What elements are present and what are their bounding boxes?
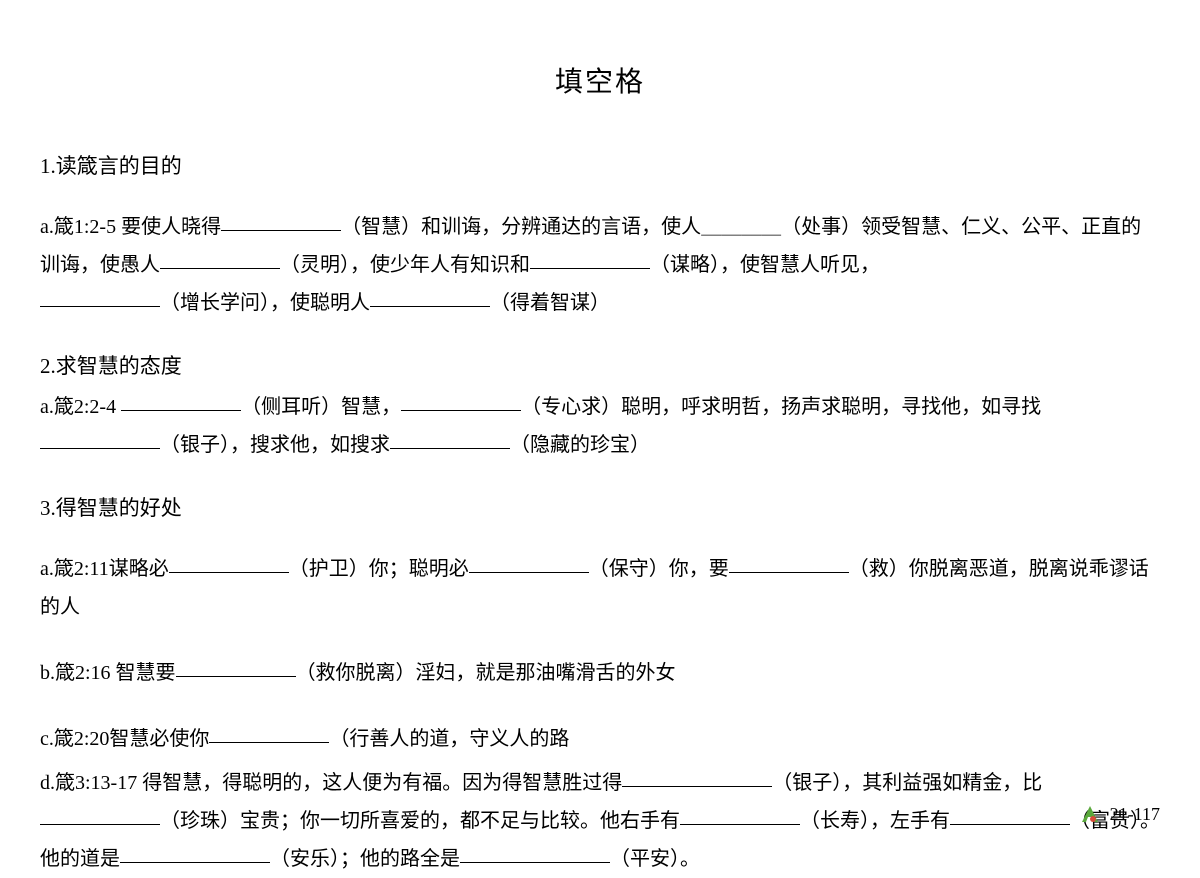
hint-text: （隐藏的珍宝） bbox=[510, 434, 650, 456]
blank bbox=[169, 551, 289, 573]
section-3-item-a: a.箴2:11谋略必（护卫）你；聪明必（保守）你，要（救）你脱离恶道，脱离说乖谬… bbox=[40, 550, 1160, 626]
section-3-item-b: b.箴2:16 智慧要 （救你脱离）淫妇，就是那油嘴滑舌的外女 bbox=[40, 654, 1160, 692]
hint-text: （增长学问），使聪明人 bbox=[160, 292, 370, 314]
hint-text: （平安）。 bbox=[610, 848, 700, 870]
hint-text: （珍珠）宝贵；你一切所喜爱的，都不足与比较。他右手有 bbox=[160, 810, 680, 832]
hint-text: （银子），搜求他，如搜求 bbox=[160, 434, 390, 456]
logo-icon bbox=[1078, 802, 1102, 826]
hint-text: （灵明），使少年人有知识和 bbox=[280, 254, 530, 276]
blank bbox=[160, 247, 280, 269]
hint-text: （护卫）你；聪明必 bbox=[289, 558, 469, 580]
hint-text: （安乐）；他的路全是 bbox=[270, 848, 460, 870]
hint-text: （专心求）聪明，呼求明哲，扬声求聪明，寻找他，如寻找 bbox=[521, 396, 1041, 418]
blank bbox=[469, 551, 589, 573]
hint-text: （救你脱离）淫妇，就是那油嘴滑舌的外女 bbox=[296, 662, 676, 684]
hint-text: （谋略），使智慧人听见， bbox=[650, 254, 880, 276]
hint-text: （保守）你，要 bbox=[589, 558, 729, 580]
item-prefix: a.箴2:2-4 bbox=[40, 396, 121, 418]
blank bbox=[176, 655, 296, 677]
blank bbox=[460, 841, 610, 863]
blank bbox=[209, 721, 329, 743]
item-prefix: b.箴2:16 智慧要 bbox=[40, 662, 176, 684]
blank bbox=[950, 803, 1070, 825]
page-number: 21-117 bbox=[1110, 804, 1160, 825]
section-3-item-d: d.箴3:13-17 得智慧，得聪明的，这人便为有福。因为得智慧胜过得 （银子），… bbox=[40, 764, 1160, 878]
section-3-heading: 3.得智慧的好处 bbox=[40, 492, 1160, 522]
hint-text: （侧耳听）智慧， bbox=[241, 396, 401, 418]
section-2-item-a: a.箴2:2-4 （侧耳听）智慧， （专心求）聪明，呼求明哲，扬声求聪明，寻找他，… bbox=[40, 388, 1160, 464]
blank bbox=[120, 841, 270, 863]
item-prefix: d.箴3:13-17 得智慧，得聪明的，这人便为有福。因为得智慧胜过得 bbox=[40, 772, 622, 794]
blank bbox=[390, 427, 510, 449]
hint-text: （银子），其利益强如精金，比 bbox=[772, 772, 1042, 794]
item-prefix: a.箴2:11谋略必 bbox=[40, 558, 169, 580]
blank bbox=[370, 285, 490, 307]
blank bbox=[40, 803, 160, 825]
page-title: 填空格 bbox=[40, 60, 1160, 100]
section-2-heading: 2.求智慧的态度 bbox=[40, 350, 1160, 380]
item-prefix: a.箴1:2-5 要使人晓得 bbox=[40, 216, 221, 238]
section-1-item-a: a.箴1:2-5 要使人晓得（智慧）和训诲，分辨通达的言语，使人＿＿＿＿（处事）… bbox=[40, 208, 1160, 322]
hint-text: （长寿），左手有 bbox=[800, 810, 950, 832]
blank bbox=[530, 247, 650, 269]
blank bbox=[221, 209, 341, 231]
section-1-heading: 1.读箴言的目的 bbox=[40, 150, 1160, 180]
hint-text: （得着智谋） bbox=[490, 292, 610, 314]
item-prefix: c.箴2:20智慧必使你 bbox=[40, 728, 209, 750]
blank bbox=[121, 389, 241, 411]
blank bbox=[40, 285, 160, 307]
hint-text: （行善人的道，守义人的路 bbox=[329, 728, 569, 750]
blank bbox=[622, 765, 772, 787]
section-3-item-c: c.箴2:20智慧必使你 （行善人的道，守义人的路 bbox=[40, 720, 1160, 758]
blank bbox=[401, 389, 521, 411]
page-footer: 21-117 bbox=[1078, 802, 1160, 826]
blank bbox=[729, 551, 849, 573]
blank bbox=[680, 803, 800, 825]
blank bbox=[40, 427, 160, 449]
